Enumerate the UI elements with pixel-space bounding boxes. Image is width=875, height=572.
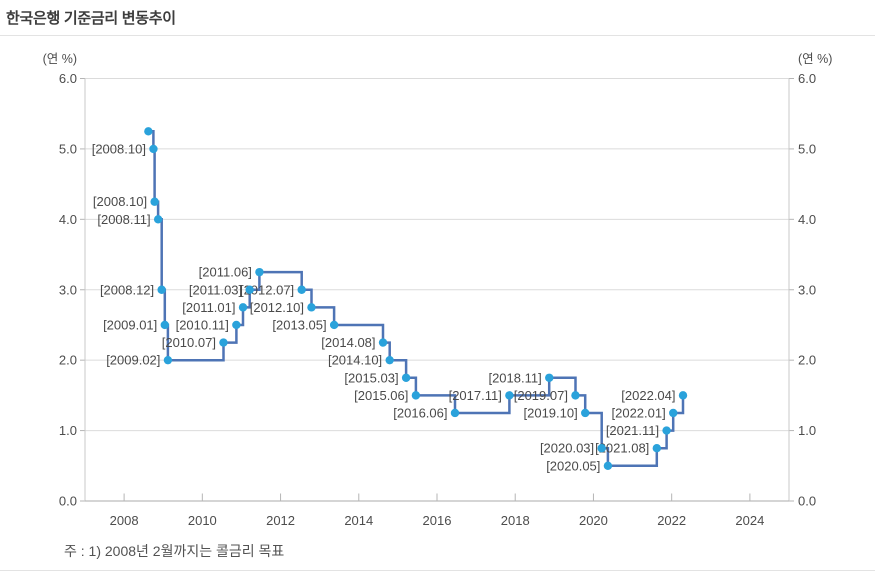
data-point-marker[interactable] xyxy=(255,267,264,277)
data-point-marker[interactable] xyxy=(329,320,339,330)
data-point-marker[interactable] xyxy=(662,426,671,435)
data-point-label: [2016.06] xyxy=(393,405,447,420)
data-point-label: [2015.03] xyxy=(344,370,398,385)
y-tick-label-left: 5.0 xyxy=(59,141,77,156)
data-point-marker[interactable] xyxy=(297,285,306,294)
data-point-marker[interactable] xyxy=(571,391,580,400)
x-tick-label: 2008 xyxy=(110,513,139,528)
data-point-label: [2021.11] xyxy=(606,423,659,438)
data-point-label: [2011.01] xyxy=(182,300,235,315)
data-points xyxy=(144,127,688,470)
y-tick-label-left: 0.0 xyxy=(59,494,77,509)
data-point-marker[interactable] xyxy=(245,285,254,294)
data-labels: [2008.10] [2008.10] [2008.11] [2008.12] [200… xyxy=(92,141,676,473)
x-tick-label: 2012 xyxy=(266,513,295,528)
data-point-marker[interactable] xyxy=(603,461,613,470)
data-point-label: [2018.11] xyxy=(488,370,541,385)
data-point-marker[interactable] xyxy=(505,391,514,400)
bottom-divider xyxy=(0,570,875,571)
y-axis-labels-left: 0.0 1.0 2.0 3.0 4.0 5.0 6.0 xyxy=(59,71,77,509)
data-point-marker[interactable] xyxy=(157,285,166,294)
data-point-label: [2008.10] xyxy=(93,194,147,209)
x-tick-label: 2024 xyxy=(735,513,764,528)
x-tick-label: 2016 xyxy=(423,513,452,528)
x-tick-label: 2014 xyxy=(344,513,373,528)
y-tick-label-right: 6.0 xyxy=(798,71,816,86)
data-point-marker[interactable] xyxy=(307,303,316,312)
x-tick-label: 2010 xyxy=(188,513,217,528)
data-point-marker[interactable] xyxy=(678,391,688,400)
data-point-label: [2009.02] xyxy=(106,353,160,368)
y-tick-label-left: 2.0 xyxy=(59,353,77,368)
x-tick-label: 2022 xyxy=(657,513,686,528)
data-point-marker[interactable] xyxy=(652,443,662,453)
data-point-marker[interactable] xyxy=(160,320,169,330)
y-tick-label-right: 3.0 xyxy=(798,282,816,297)
data-point-label: [2011.06] xyxy=(199,265,252,280)
y-tick-label-right: 5.0 xyxy=(798,141,816,156)
data-point-label: [2022.04] xyxy=(621,388,675,403)
data-point-label: [2022.01] xyxy=(612,405,666,420)
x-tick-label: 2018 xyxy=(501,513,530,528)
data-point-label: [2012.10] xyxy=(250,300,304,315)
data-point-label: [2010.11] xyxy=(176,317,229,332)
x-tick-label: 2020 xyxy=(579,513,608,528)
y-tick-label-left: 3.0 xyxy=(59,282,77,297)
page-title: 한국은행 기준금리 변동추이 xyxy=(6,10,176,27)
unit-label-right: (연 %) xyxy=(798,52,832,66)
data-point-label: [2021.08] xyxy=(595,441,649,456)
data-point-label: [2017.11] xyxy=(449,388,502,403)
data-point-label: [2008.12] xyxy=(100,282,154,297)
data-point-marker[interactable] xyxy=(401,373,411,382)
data-point-marker[interactable] xyxy=(669,408,678,418)
data-point-label: [2020.03] xyxy=(540,441,594,456)
data-point-marker[interactable] xyxy=(219,338,228,347)
title-divider xyxy=(0,35,875,36)
data-point-marker[interactable] xyxy=(149,144,158,154)
footnote: 주 : 1) 2008년 2월까지는 콜금리 목표 xyxy=(64,543,285,559)
y-tick-label-left: 1.0 xyxy=(59,423,77,438)
unit-label-left: (연 %) xyxy=(43,52,77,66)
y-tick-label-right: 1.0 xyxy=(798,423,816,438)
data-point-label: [2019.07] xyxy=(514,388,568,403)
data-point-label: [2012.07] xyxy=(240,282,294,297)
data-point-label: [2008.11] xyxy=(97,212,150,227)
data-point-marker[interactable] xyxy=(163,355,173,365)
data-point-label: [2014.10] xyxy=(328,353,382,368)
data-point-marker[interactable] xyxy=(385,355,394,365)
data-point-marker[interactable] xyxy=(153,215,163,224)
data-point-marker[interactable] xyxy=(232,320,241,330)
data-point-label: [2013.05] xyxy=(272,317,326,332)
y-tick-label-right: 4.0 xyxy=(798,212,816,227)
data-point-marker[interactable] xyxy=(238,303,248,312)
x-axis-labels: 2008 2010 2012 2014 2016 2018 2020 2022 2024 xyxy=(110,493,764,528)
data-point-marker[interactable] xyxy=(581,408,590,418)
data-point-marker[interactable] xyxy=(450,408,460,418)
data-point-marker[interactable] xyxy=(411,391,421,400)
data-point-marker[interactable] xyxy=(144,127,153,136)
y-tick-label-right: 2.0 xyxy=(798,353,816,368)
base-rate-step-chart: 0.0 1.0 2.0 3.0 4.0 5.0 6.0 0.0 1.0 2.0 3.0 4.0 5.0 6… xyxy=(43,52,833,528)
data-point-marker[interactable] xyxy=(545,373,554,382)
gridlines xyxy=(80,78,794,502)
data-point-label: [2008.10] xyxy=(92,141,146,156)
data-point-label: [2010.07] xyxy=(162,335,216,350)
data-point-marker[interactable] xyxy=(150,197,159,206)
data-point-marker[interactable] xyxy=(597,443,606,453)
data-point-label: [2009.01] xyxy=(103,317,157,332)
y-tick-label-left: 4.0 xyxy=(59,212,77,227)
data-point-label: [2011.03] xyxy=(189,282,242,297)
y-tick-label-right: 0.0 xyxy=(798,494,816,509)
data-point-label: [2015.06] xyxy=(354,388,408,403)
data-point-label: [2014.08] xyxy=(321,335,375,350)
y-axis-labels-right: 0.0 1.0 2.0 3.0 4.0 5.0 6.0 xyxy=(798,71,816,509)
data-point-label: [2019.10] xyxy=(524,405,578,420)
data-point-label: [2020.05] xyxy=(546,458,600,473)
y-tick-label-left: 6.0 xyxy=(59,71,77,86)
data-point-marker[interactable] xyxy=(378,338,388,347)
